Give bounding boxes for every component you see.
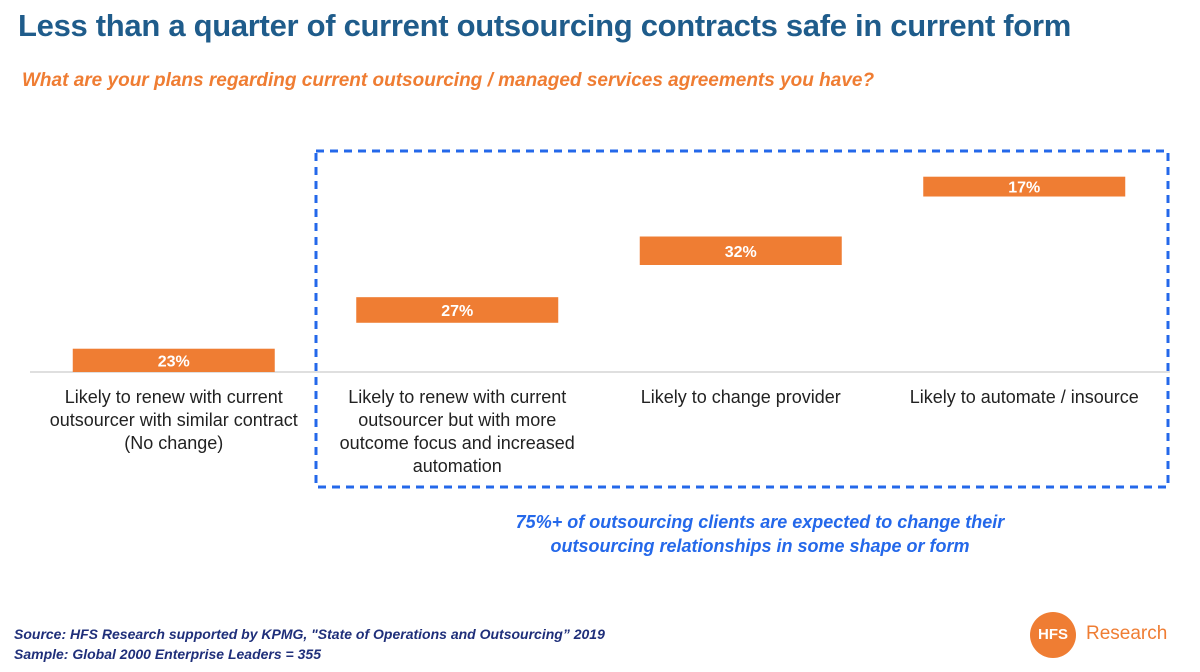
- bar-2: [356, 297, 559, 323]
- chart-subtitle: What are your plans regarding current ou…: [22, 70, 875, 91]
- callout-text: 75%+ of outsourcing clients are expected…: [440, 510, 1080, 558]
- chart-title: Less than a quarter of current outsourci…: [18, 8, 1071, 43]
- bar-4: [923, 176, 1126, 197]
- category-label-line: outcome focus and increased: [339, 433, 575, 453]
- callout-line: 75%+ of outsourcing clients are expected…: [515, 512, 1005, 532]
- sample-line: Sample: Global 2000 Enterprise Leaders =…: [14, 646, 321, 662]
- callout-line: outsourcing relationships in some shape …: [550, 536, 970, 556]
- category-label-line: Likely to automate / insource: [909, 387, 1139, 407]
- category-label-line: outsourcer but with more: [358, 410, 557, 430]
- logo-mark: HFS: [1030, 612, 1076, 658]
- bar-value-label: 32%: [725, 244, 757, 261]
- category-label-line: Likely to renew with current: [64, 387, 283, 407]
- source-note: Source: HFS Research supported by KPMG, …: [14, 624, 605, 664]
- category-label-line: Likely to change provider: [640, 387, 841, 407]
- bar-value-label: 17%: [1008, 180, 1040, 197]
- category-label: Likely to automate / insource: [874, 386, 1174, 409]
- category-label-line: (No change): [124, 433, 224, 453]
- logo-text: Research: [1086, 623, 1168, 644]
- bar-value-label: 23%: [158, 353, 190, 370]
- category-label-line: automation: [412, 456, 502, 476]
- category-label: Likely to renew with current outsourcer w…: [24, 386, 324, 455]
- category-label: Likely to renew with current outsourcer b…: [307, 386, 607, 478]
- bar-value-label: 27%: [441, 303, 473, 320]
- source-line: Source: HFS Research supported by KPMG, …: [14, 626, 605, 642]
- category-label-line: Likely to renew with current: [348, 387, 567, 407]
- bar-3: [639, 236, 842, 265]
- bar-1: [72, 348, 275, 372]
- highlight-box: [314, 149, 1170, 489]
- category-label-line: outsourcer with similar contract: [49, 410, 298, 430]
- category-label: Likely to change provider: [591, 386, 891, 409]
